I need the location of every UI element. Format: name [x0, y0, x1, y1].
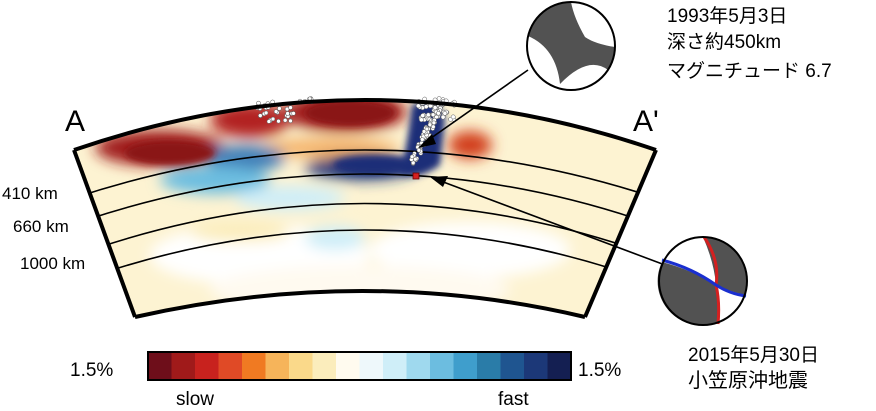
colorbar-swatch [195, 352, 219, 380]
colorbar-swatch [383, 352, 407, 380]
earthquake-dot [256, 100, 261, 106]
focal-mechanism-1993-icon [526, 1, 616, 91]
colorbar-swatch [430, 352, 454, 380]
focal-mechanism-2015-icon [657, 236, 748, 326]
earthquake-dot [276, 118, 281, 124]
earthquake-dot [425, 112, 431, 118]
event-1993-depth: 深さ約450km [667, 31, 781, 53]
velocity-colorbar [148, 352, 572, 380]
earthquake-dot [427, 122, 433, 127]
colorbar-swatch [406, 352, 431, 380]
colorbar-left-value: 1.5% [70, 360, 113, 381]
depth-label-1000: 1000 km [20, 254, 85, 273]
colorbar-right-value: 1.5% [578, 360, 621, 381]
nodal-plane-blue [661, 258, 747, 298]
colorbar-swatch [218, 352, 243, 380]
earthquake-dot [420, 113, 426, 118]
earthquake-dot [415, 103, 421, 109]
colorbar-swatch [289, 352, 313, 380]
earthquake-dot [423, 104, 429, 110]
earthquake-dot [424, 126, 430, 132]
event-2015-date: 2015年5月30日 [688, 344, 819, 366]
colorbar-swatch [500, 352, 525, 380]
event-1993-magnitude: マグニチュード 6.7 [667, 60, 832, 82]
earthquake-dot [436, 96, 442, 101]
profile-start-label: A [65, 105, 85, 138]
colorbar-swatch [171, 352, 196, 380]
colorbar-swatch [265, 352, 290, 380]
colorbar-swatch [547, 352, 572, 380]
earthquake-dot [432, 105, 438, 111]
section-top-outline [73, 98, 657, 152]
depth-label-660: 660 km [13, 217, 69, 236]
colorbar-swatch [453, 352, 478, 380]
colorbar-swatch [359, 352, 384, 380]
earthquake-dot [419, 117, 424, 123]
earthquake-dot [421, 129, 427, 134]
arrow-1993-head [418, 134, 436, 148]
colorbar-fast-label: fast [498, 389, 529, 410]
earthquake-dot [273, 109, 279, 114]
velocity-anomaly-cross-section [74, 100, 656, 317]
colorbar-frame [147, 351, 572, 381]
section-left-edge [72, 149, 137, 318]
earthquake-dot [434, 114, 439, 120]
earthquake-dot [266, 119, 272, 124]
arrow-2015-head [430, 176, 448, 187]
depth-label-410: 410 km [2, 184, 58, 203]
earthquake-dot [409, 154, 415, 160]
depth-line-1000km [111, 229, 617, 271]
profile-end-label: A' [633, 105, 659, 138]
colorbar-swatch [477, 352, 501, 380]
earthquake-dot [420, 137, 425, 142]
earthquake-dot [282, 118, 288, 123]
earthquake-dot [431, 124, 436, 130]
colorbar-swatch [312, 352, 337, 380]
earthquake-dot [442, 110, 448, 116]
section-bottom-outline [134, 289, 586, 319]
arrow-2015-line [437, 179, 666, 266]
colorbar-swatch [148, 352, 172, 380]
section-right-edge [583, 149, 658, 318]
earthquake-dot [277, 106, 282, 111]
event-1993-date: 1993年5月3日 [667, 5, 787, 27]
colorbar-swatch [524, 352, 548, 380]
earthquake-dot [416, 148, 422, 153]
event-2015-title: 小笠原沖地震 [688, 369, 808, 392]
earthquake-dot [430, 112, 436, 117]
earthquake-dot [450, 114, 456, 120]
earthquake-dot [258, 113, 263, 118]
colorbar-slow-label: slow [176, 389, 214, 410]
earthquake-dot [436, 111, 441, 116]
depth-line-410km [85, 173, 641, 221]
2015-hypocenter-marker [412, 172, 420, 180]
depth-line-surface-near [74, 149, 656, 199]
earthquake-dot [288, 105, 293, 110]
arrow-1993-line [423, 69, 529, 144]
earthquake-dot [291, 111, 296, 116]
earthquake-dot [263, 110, 269, 116]
depth-line-660km [99, 202, 629, 248]
earthquake-dot [431, 120, 437, 126]
earthquake-dot [270, 116, 276, 122]
colorbar-swatch [242, 352, 266, 380]
earthquake-dot [285, 111, 290, 116]
earthquake-dot [288, 118, 293, 124]
colorbar-swatch [336, 352, 360, 380]
earthquake-dot [440, 114, 446, 120]
